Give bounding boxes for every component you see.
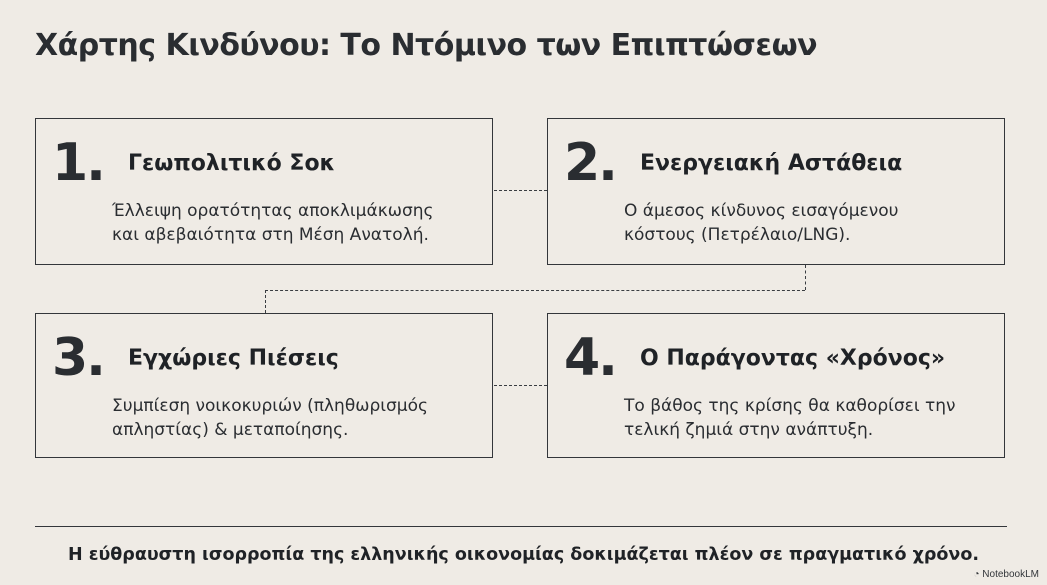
- connector-2-3-vertical-top: [805, 265, 806, 290]
- card-energy-instability: 2. Ενεργειακή Αστάθεια Ο άμεσος κίνδυνος…: [547, 118, 1005, 265]
- card-heading: Εγχώριες Πιέσεις: [128, 346, 339, 371]
- card-description: Συμπίεση νοικοκυριών (πληθωρισμός απληστί…: [112, 396, 428, 440]
- notebooklm-logo-icon: ◔: [973, 569, 983, 580]
- card-geopolitical-shock: 1. Γεωπολιτικό Σοκ Έλλειψη ορατότητας απ…: [35, 118, 493, 265]
- card-description: Το βάθος της κρίσης θα καθορίσει την τελι…: [624, 396, 956, 440]
- connector-2-3-vertical-bottom: [265, 290, 266, 313]
- card-domestic-pressures: 3. Εγχώριες Πιέσεις Συμπίεση νοικοκυριών…: [35, 313, 493, 458]
- page-title: Χάρτης Κινδύνου: Το Ντόμινο των Επιπτώσε…: [35, 28, 818, 63]
- footer-statement: Η εύθραυστη ισορροπία της ελληνικής οικο…: [67, 545, 980, 565]
- card-number: 3.: [52, 328, 106, 388]
- connector-3-4: [494, 385, 547, 386]
- card-number: 2.: [564, 133, 618, 193]
- card-number: 1.: [52, 133, 106, 193]
- card-description: Ο άμεσος κίνδυνος εισαγόμενου κόστους (Πε…: [624, 201, 899, 245]
- card-heading: Ενεργειακή Αστάθεια: [640, 151, 903, 176]
- connector-2-3-horizontal: [265, 290, 805, 291]
- card-description: Έλλειψη ορατότητας αποκλιμάκωσης και αβεβ…: [112, 201, 434, 245]
- divider: [35, 526, 1007, 527]
- card-time-factor: 4. Ο Παράγοντας «Χρόνος» Το βάθος της κρ…: [547, 313, 1005, 458]
- connector-1-2: [494, 190, 547, 191]
- brand-watermark: ◔ NotebookLM: [973, 569, 1039, 580]
- card-heading: Ο Παράγοντας «Χρόνος»: [640, 346, 946, 371]
- card-number: 4.: [564, 328, 618, 388]
- card-heading: Γεωπολιτικό Σοκ: [128, 151, 336, 176]
